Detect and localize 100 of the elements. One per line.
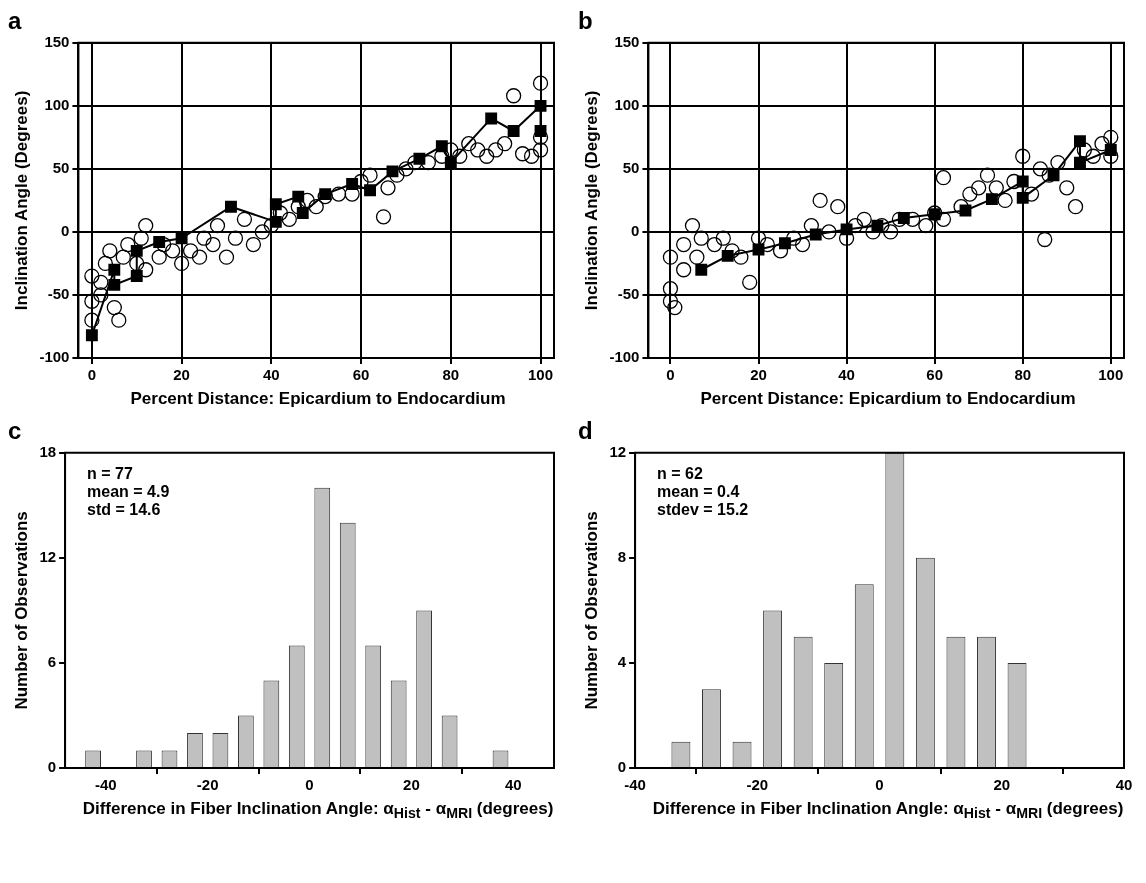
point [1015,148,1031,164]
point [85,329,98,342]
point [971,180,987,196]
x-tick-label: -20 [196,776,219,794]
x-tick-label: 80 [442,366,460,384]
x-tick-label: -20 [746,776,769,794]
point [988,180,1004,196]
y-tick-label: 50 [622,159,640,177]
point [1076,142,1093,158]
point [523,148,540,164]
point [330,186,347,202]
x-tick-label: 100 [528,366,554,384]
point [93,274,109,290]
point [695,263,708,276]
y-tick-label: 50 [52,159,70,177]
point [272,205,288,221]
point [485,112,498,125]
point [106,299,122,316]
point [891,211,908,227]
x-tick-label: 60 [926,366,943,384]
y-tick-label: -50 [617,285,640,303]
point [733,249,749,265]
point [205,236,221,253]
point [1037,231,1053,248]
y-axis-title: Number of Observations [11,511,31,710]
point [856,211,872,227]
x-tick-label: 20 [173,366,190,384]
point [953,199,969,215]
point [130,244,143,257]
y-tick-label: 12 [609,442,627,460]
point [196,230,212,246]
y-tick-label: -100 [609,348,640,366]
point [164,243,181,259]
point [882,224,899,240]
x-tick-label: 40 [838,366,855,384]
point [676,236,692,253]
point [750,230,767,246]
point [918,217,934,234]
point [225,200,237,213]
y-tick-label: 0 [631,222,640,240]
point [772,243,789,259]
annotation: stdev = 15.2 [657,501,749,519]
point [344,186,360,202]
y-tick-label: 0 [617,758,627,776]
point [715,230,731,246]
point [93,287,109,303]
point [108,263,121,276]
point [676,262,692,278]
y-tick-label: 100 [614,95,640,113]
y-tick-label: 0 [47,758,57,776]
point [662,249,679,265]
point [514,146,531,162]
x-tick-label: -40 [624,776,646,794]
point [84,268,100,284]
chart-title: d [578,417,593,445]
point [1103,129,1119,146]
x-tick-label: 0 [666,366,675,384]
point [488,142,504,158]
x-axis-title: Difference in Fiber Inclination Angle: α$_{Hist}$ - α$_{MRI}$ (degrees) [81,798,555,824]
y-axis-title: Inclination Angle (Degrees) [581,90,601,311]
x-axis-title: Percent Distance: Epicardium to Endocardium [699,388,1077,410]
point [151,249,167,265]
y-tick-label: 6 [47,653,57,671]
point [706,236,723,253]
y-tick-label: 12 [39,548,57,566]
point [1023,186,1040,202]
point [375,209,392,225]
point [505,88,522,104]
point [532,75,549,91]
point [130,270,143,282]
point [443,142,459,158]
point [497,136,513,152]
point [794,236,811,253]
point [175,232,188,245]
point [1059,180,1075,196]
point [120,236,136,253]
point [962,186,978,202]
y-tick-label: 0 [61,222,70,240]
point [1032,161,1048,177]
point [667,299,683,316]
point [759,236,775,253]
point [689,249,705,265]
chart-title: b [578,7,593,35]
y-tick-label: 100 [44,95,70,113]
point [534,99,547,112]
annotation: mean = 0.4 [657,483,740,501]
point [1067,199,1084,215]
annotation: n = 77 [87,465,133,483]
point [847,217,864,234]
point [693,230,709,246]
y-tick-label: 150 [44,32,70,50]
point [380,180,396,196]
y-tick-label: 4 [617,653,627,671]
point [507,125,520,138]
point [935,211,952,227]
point [997,192,1013,209]
point [979,167,996,183]
point [308,199,324,215]
x-tick-label: 40 [1115,776,1133,794]
point [191,249,208,265]
